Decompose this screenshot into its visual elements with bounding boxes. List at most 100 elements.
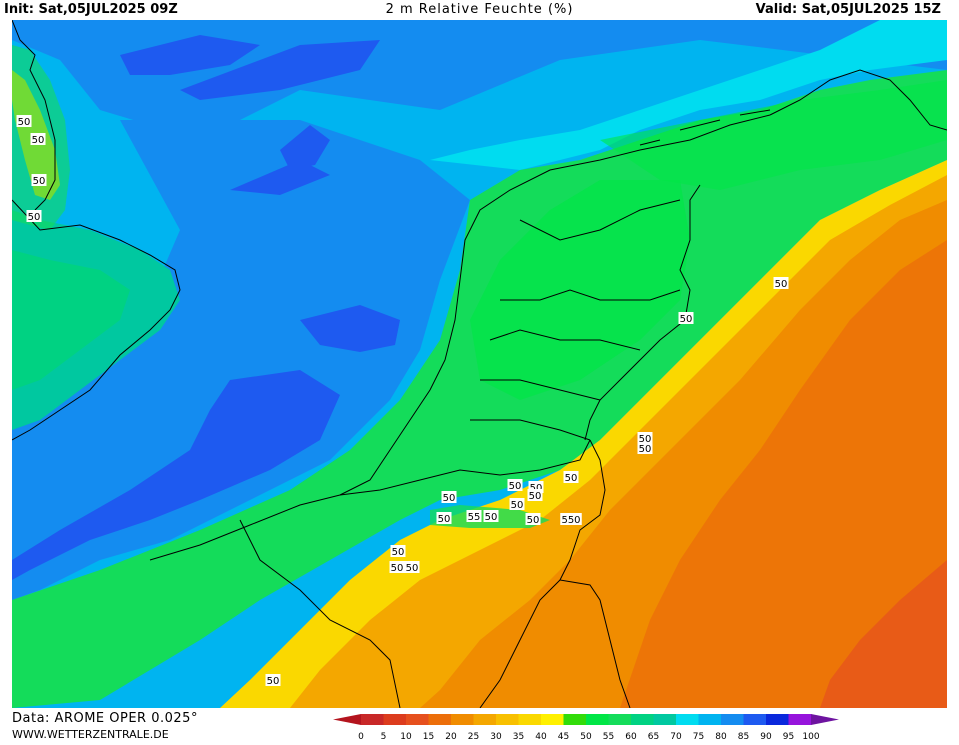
colorbar-swatch [406, 714, 429, 725]
data-source-label: Data: AROME OPER 0.025° [12, 711, 198, 726]
valid-time: Valid: Sat,05JUL2025 15Z [755, 2, 941, 17]
colorbar-tick-label: 35 [513, 732, 524, 741]
border-fr-lux [479, 579, 561, 708]
contour-label-text: 50 [406, 563, 419, 574]
colorbar-tick-label: 15 [423, 732, 434, 741]
sea-deep-1 [280, 125, 330, 170]
colorbar-tick-label: 20 [445, 732, 457, 741]
sea-deep-4 [12, 370, 340, 580]
contour-label: 50 [563, 471, 579, 484]
website-label: WWW.WETTERZENTRALE.DE [12, 728, 169, 741]
coast-uk-east [12, 20, 56, 211]
colorbar-swatch [518, 714, 542, 725]
contour-label: 50 [30, 133, 46, 146]
province-5 [470, 419, 591, 441]
contour-label-text: 55 [468, 512, 481, 523]
contour-label: 50 [483, 510, 499, 523]
colorbar-tick-label: 70 [670, 732, 682, 741]
sea-deep-6 [180, 40, 380, 100]
sea-central [12, 120, 470, 600]
colorbar-tick-label: 55 [603, 732, 614, 741]
land-green-light [470, 180, 690, 400]
border-fr-be [239, 519, 401, 708]
contour-label-text: 50 [529, 491, 542, 502]
colorbar-swatch [428, 714, 452, 725]
contour-label: 50 [436, 512, 452, 525]
colorbar-tick-label: 85 [738, 732, 749, 741]
coastlines [12, 20, 947, 708]
contour-label: 50 [16, 115, 32, 128]
dry-band-darkest [820, 560, 947, 708]
colorbar-legend: 0 5 10 15 20 25 30 35 40 45 50 55 60 65 70 75 80 85 90 95 10… [333, 712, 959, 742]
dry-band-red [620, 240, 947, 708]
colorbar-tick-label: 50 [580, 732, 592, 741]
contour-label-text: 50 [511, 500, 524, 511]
contour-label: 50 [26, 210, 42, 223]
colorbar-tick-label: 0 [358, 732, 364, 741]
contour-label-text: 50 [565, 473, 578, 484]
colorbar-swatch [541, 714, 564, 725]
contour-label: 50 [678, 312, 694, 325]
colorbar-swatch [698, 714, 722, 725]
colorbar-tick-label: 45 [558, 732, 569, 741]
contour-label-text: 50 [391, 563, 404, 574]
contour-label: 55 [466, 510, 482, 523]
colorbar-swatch [788, 714, 812, 725]
contour-label-text: 50 [443, 493, 456, 504]
contour-label-text: 50 [32, 135, 45, 146]
uk-land-2 [12, 250, 130, 390]
colorbar-swatch [653, 714, 677, 725]
contour-label: 50 [404, 561, 420, 574]
coast-nl [339, 114, 771, 496]
contour-label-text: 50 [509, 481, 522, 492]
colorbar-swatch [473, 714, 497, 725]
contour-label: 50 [637, 442, 653, 455]
colorbar-tick-label: 30 [490, 732, 502, 741]
islands [639, 109, 771, 146]
contour-label-text: 550 [561, 515, 580, 526]
contour-label: 50 [637, 432, 653, 445]
map-title: 2 m Relative Feuchte (%) [385, 2, 574, 17]
colorbar-tick-label: 40 [535, 732, 547, 741]
contour-label-text: 50 [438, 514, 451, 525]
contour-label-text: 50 [28, 212, 41, 223]
colorbar-swatch [451, 714, 474, 725]
colorbar-tick-label: 100 [802, 732, 819, 741]
colorbar-swatch [586, 714, 609, 725]
contour-label: 50 [773, 277, 789, 290]
colorbar-tick-label: 80 [715, 732, 727, 741]
contour-label: 50 [507, 479, 523, 492]
colorbar-swatch [766, 714, 789, 725]
colorbar-tick-label: 95 [783, 732, 794, 741]
colorbar-arrow-low [333, 714, 361, 725]
contour-label: 50 [265, 674, 281, 687]
contour-label: 50 [389, 561, 405, 574]
contour-label-text: 50 [267, 676, 280, 687]
contour-label: 50 [441, 491, 457, 504]
init-time: Init: Sat,05JUL2025 09Z [4, 2, 178, 17]
colorbar-tick-label: 90 [760, 732, 772, 741]
colorbar-tick-label: 25 [468, 732, 479, 741]
humidity-map: 50 50 50 50 50 50 50 50 50 50 50 50 50 50 50 55 50 50 550 5… [12, 20, 947, 708]
contour-label-text: 50 [527, 515, 540, 526]
coast-de [769, 69, 947, 131]
contour-label: 50 [390, 545, 406, 558]
border-be-nl [339, 439, 591, 496]
contour-label-text: 50 [18, 117, 31, 128]
province-1 [519, 199, 681, 241]
colorbar-tick-label: 65 [648, 732, 659, 741]
colorbar-tick-label: 75 [693, 732, 704, 741]
colorbar-tick-label: 10 [400, 732, 412, 741]
colorbar-swatch [383, 714, 407, 725]
contour-label-text: 50 [33, 176, 46, 187]
colorbar-arrow-high [811, 714, 839, 725]
contour-label-text: 50 [639, 444, 652, 455]
contour-label-text: 50 [485, 512, 498, 523]
border-be-de [559, 439, 631, 708]
colorbar-swatch [496, 714, 519, 725]
colorbar-swatch [608, 714, 632, 725]
sea-deep-2 [230, 160, 330, 195]
coast-uk [12, 199, 181, 441]
colorbar-tick-label: 60 [625, 732, 637, 741]
